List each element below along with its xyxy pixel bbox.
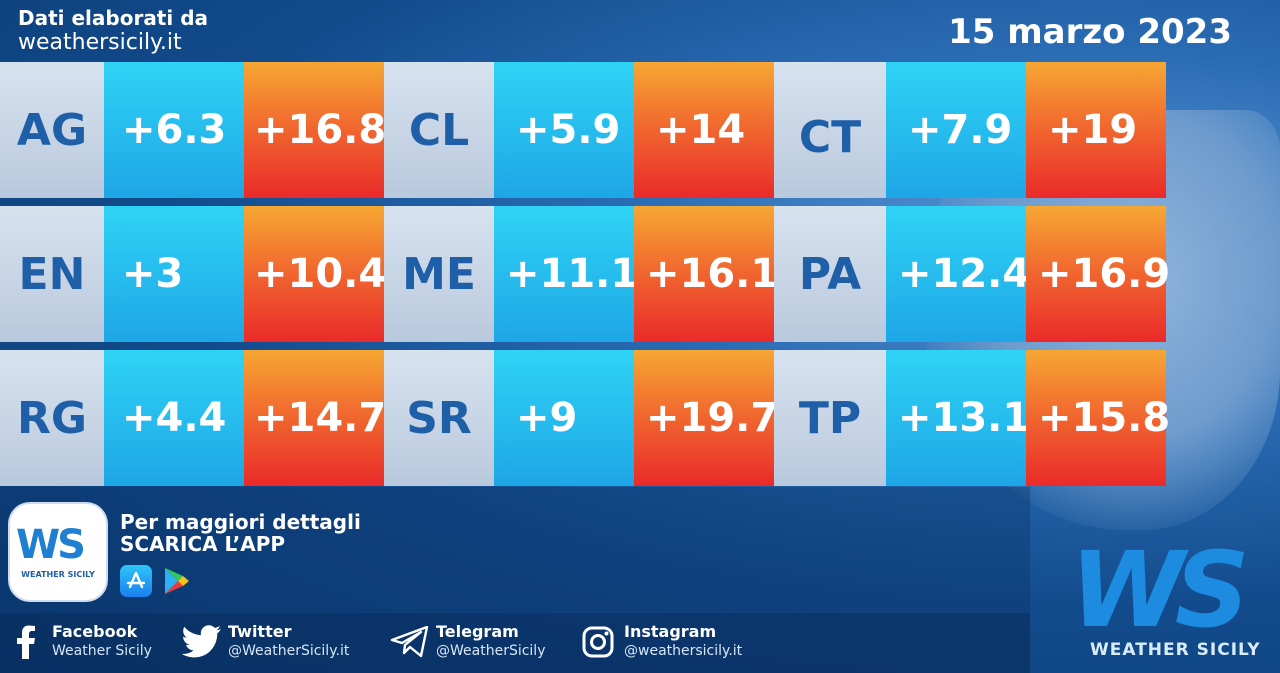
min-temp: +5.9 (494, 62, 634, 198)
social-telegram[interactable]: Telegram @WeatherSicily (390, 622, 545, 662)
app-promo-panel (0, 487, 1030, 613)
min-temp: +4.4 (104, 350, 244, 486)
download-app-text[interactable]: SCARICA L’APP (120, 532, 286, 556)
source-site: weathersicily.it (18, 30, 182, 55)
social-facebook[interactable]: Facebook Weather Sicily (6, 622, 152, 662)
social-name: Facebook (52, 622, 138, 641)
app-logo-name: WEATHER SICILY (21, 570, 95, 579)
app-logo[interactable]: WS WEATHER SICILY (10, 504, 106, 600)
report-date: 15 marzo 2023 (948, 12, 1232, 52)
app-logo-letters: WS (16, 522, 86, 568)
province-code: PA (774, 206, 886, 342)
max-temp: +19.7 (634, 350, 778, 486)
max-temp: +16.8 (244, 62, 386, 198)
province-code: SR (384, 350, 494, 486)
brand-name: WEATHER SICILY (1090, 640, 1261, 660)
min-temp: +7.9 (886, 62, 1026, 198)
promo-text: Per maggiori dettagli (120, 510, 361, 534)
max-temp: +16.9 (1026, 206, 1170, 342)
province-code: CL (384, 62, 494, 198)
min-temp: +3 (104, 206, 244, 342)
twitter-icon (182, 622, 222, 662)
weather-sicily-logo: WS WEATHER SICILY (1070, 529, 1270, 665)
min-temp: +11.1 (494, 206, 638, 342)
max-temp: +14 (634, 62, 774, 198)
max-temp: +16.1 (634, 206, 778, 342)
source-label: Dati elaborati da (18, 6, 208, 30)
social-name: Twitter (228, 622, 292, 641)
max-temp: +15.8 (1026, 350, 1170, 486)
table-row: AG +6.3 +16.8 CL +5.9 +14 CT +7.9 +19 (0, 62, 1166, 198)
province-code: CT (774, 62, 886, 198)
app-store-icon[interactable] (120, 565, 152, 597)
social-handle: @WeatherSicily.it (228, 643, 350, 659)
max-temp: +10.4 (244, 206, 386, 342)
social-handle: @WeatherSicily (436, 643, 546, 659)
province-code: EN (0, 206, 104, 342)
brand-letters: WS (1070, 529, 1250, 651)
instagram-icon (578, 622, 618, 662)
table-row: EN +3 +10.4 ME +11.1 +16.1 PA +12.4 +16.… (0, 206, 1170, 342)
province-code: TP (774, 350, 886, 486)
social-twitter[interactable]: Twitter @WeatherSicily.it (182, 622, 349, 662)
social-instagram[interactable]: Instagram @weathersicily.it (578, 622, 742, 662)
max-temp: +19 (1026, 62, 1166, 198)
telegram-icon (390, 622, 430, 662)
min-temp: +13.1 (886, 350, 1030, 486)
header: Dati elaborati da weathersicily.it 15 ma… (0, 0, 1280, 62)
min-temp: +6.3 (104, 62, 244, 198)
social-name: Telegram (436, 622, 519, 641)
social-handle: Weather Sicily (52, 643, 152, 659)
min-temp: +12.4 (886, 206, 1030, 342)
table-row: RG +4.4 +14.7 SR +9 +19.7 TP +13.1 +15.8 (0, 350, 1170, 486)
province-code: ME (384, 206, 494, 342)
social-handle: @weathersicily.it (624, 643, 743, 659)
social-bar (0, 613, 1030, 673)
social-name: Instagram (624, 622, 717, 641)
min-temp: +9 (494, 350, 634, 486)
max-temp: +14.7 (244, 350, 386, 486)
province-code: RG (0, 350, 104, 486)
facebook-icon (6, 622, 46, 662)
province-code: AG (0, 62, 104, 198)
google-play-icon[interactable] (160, 565, 192, 597)
